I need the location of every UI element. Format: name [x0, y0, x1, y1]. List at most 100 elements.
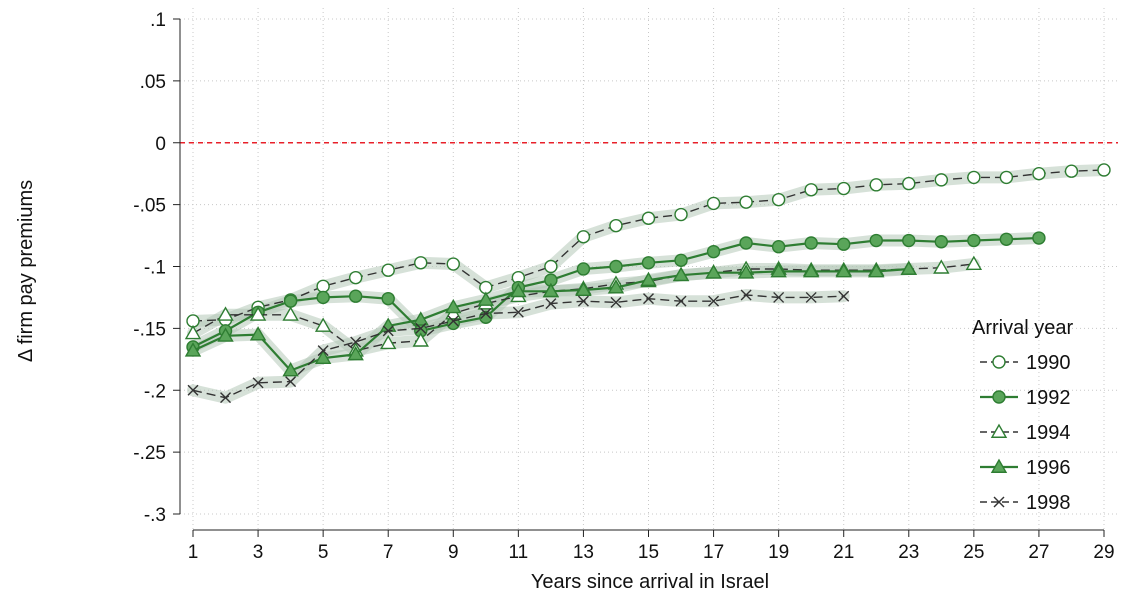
data-point-1998 [708, 295, 720, 307]
data-point-1998 [773, 291, 785, 303]
data-point-1990 [544, 259, 558, 274]
data-point-1992 [902, 233, 916, 248]
data-point-1998 [545, 298, 557, 310]
data-point-1998 [512, 306, 524, 318]
data-point-1992 [706, 244, 721, 259]
x-tick-label: 25 [963, 542, 984, 563]
data-point-1996 [640, 271, 657, 287]
x-marker-stroke [415, 322, 427, 334]
data-point-1990 [316, 279, 330, 293]
legend-marker-1996 [990, 458, 1008, 473]
legend-marker-1990 [992, 355, 1006, 369]
data-point-1992 [576, 262, 591, 276]
data-point-1992 [348, 289, 363, 303]
y-tick-label: -.1 [144, 258, 166, 279]
x-tick-label: 27 [1028, 542, 1049, 563]
data-point-1998 [577, 295, 589, 307]
x-tick-label: 7 [383, 542, 394, 563]
data-point-1998 [740, 289, 752, 301]
x-marker-stroke [317, 345, 329, 357]
data-point-1996 [184, 342, 202, 357]
data-point-1994 [217, 306, 234, 321]
legend-label-1994: 1994 [1026, 422, 1071, 444]
data-point-1994 [965, 255, 983, 270]
data-point-1996 [249, 326, 267, 341]
data-point-1990 [967, 170, 981, 185]
data-point-1998 [285, 376, 297, 388]
data-point-1996 [412, 311, 429, 326]
data-point-1998 [415, 322, 427, 334]
data-point-1996 [868, 263, 885, 278]
data-point-1990 [348, 270, 363, 285]
data-point-1992 [641, 256, 656, 270]
data-point-1990 [446, 257, 460, 271]
data-point-1996 [737, 264, 755, 279]
x-tick-label: 1 [188, 542, 199, 563]
data-point-1994 [412, 332, 429, 347]
x-marker-stroke [675, 295, 687, 307]
data-point-1998 [610, 296, 622, 308]
y-tick-label: -.3 [144, 505, 166, 526]
data-point-1994 [314, 317, 332, 332]
legend-label-1990: 1990 [1026, 352, 1071, 374]
data-point-1990 [381, 263, 395, 277]
legend-label-1992: 1992 [1026, 387, 1071, 409]
data-point-1990 [771, 192, 786, 207]
data-point-1996 [477, 291, 495, 306]
data-point-1998 [252, 377, 264, 389]
data-point-1994 [933, 259, 950, 274]
data-point-1996 [282, 362, 299, 377]
x-axis-title: Years since arrival in Israel [531, 571, 769, 593]
data-point-1990 [576, 230, 591, 244]
data-point-1992 [967, 233, 981, 248]
data-point-1990 [934, 173, 949, 187]
data-point-1990 [1032, 166, 1046, 181]
x-marker-stroke [838, 290, 850, 302]
x-tick-label: 15 [638, 542, 659, 563]
data-point-1996 [835, 263, 852, 278]
data-point-1996 [314, 349, 332, 365]
x-marker-stroke [285, 376, 297, 388]
data-point-1996 [705, 264, 722, 279]
series-line-1998 [192, 294, 844, 399]
data-point-1992 [804, 236, 818, 250]
data-point-1992 [739, 236, 753, 250]
legend: Arrival year 1990 1992 1994 1996 1998 [972, 317, 1073, 514]
data-point-1998 [675, 295, 687, 307]
x-tick-label: 29 [1093, 542, 1114, 563]
data-point-1990 [674, 207, 688, 222]
data-point-1996 [672, 266, 690, 282]
x-marker-stroke [187, 384, 199, 396]
legend-label-1996: 1996 [1026, 457, 1071, 479]
data-point-1992 [381, 291, 395, 306]
data-point-1996 [607, 279, 625, 294]
data-point-1992 [609, 259, 623, 274]
data-point-1990 [739, 195, 753, 209]
x-marker-stroke [740, 289, 752, 301]
x-tick-label: 21 [833, 542, 854, 563]
data-point-1990 [804, 183, 818, 197]
legend-label-1998: 1998 [1026, 492, 1071, 514]
x-tick-label: 13 [573, 542, 594, 563]
data-point-1996 [900, 260, 917, 275]
x-marker-stroke [447, 315, 459, 327]
y-tick-label: -.25 [133, 443, 166, 464]
legend-title: Arrival year [972, 317, 1073, 339]
y-tick-label: -.05 [133, 196, 166, 217]
data-point-1990 [869, 178, 883, 192]
data-point-1990 [1064, 164, 1079, 178]
data-point-1998 [838, 290, 850, 302]
y-axis-title: Δ firm pay premiums [15, 180, 37, 362]
x-marker-stroke [643, 293, 654, 305]
data-point-1990 [837, 181, 851, 196]
data-point-1992 [869, 233, 883, 248]
data-point-1994 [249, 306, 267, 321]
x-tick-label: 3 [253, 542, 264, 563]
data-point-1996 [542, 282, 560, 298]
x-marker-stroke [708, 295, 720, 307]
x-marker-stroke [480, 308, 492, 320]
x-marker-stroke [610, 296, 622, 308]
x-tick-label: 9 [448, 542, 459, 563]
x-marker-stroke [220, 392, 232, 404]
